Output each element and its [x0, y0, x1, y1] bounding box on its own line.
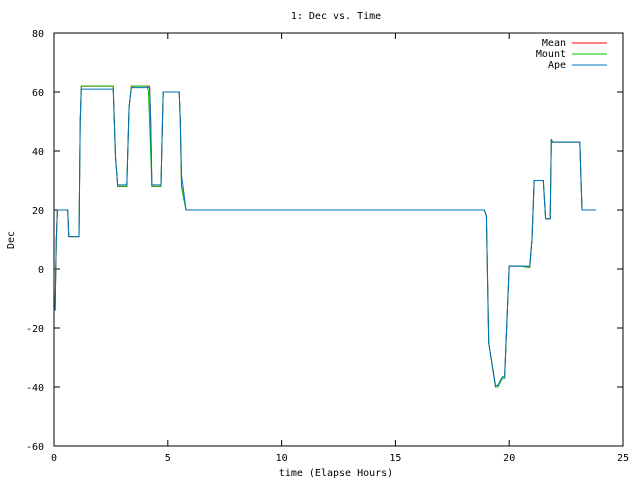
y-tick-label: 80	[32, 29, 44, 40]
plot-axes	[53, 32, 624, 447]
legend-label-mount: Mount	[536, 49, 566, 60]
x-tick-label: 25	[617, 453, 629, 464]
tick-labels: 0 5 10 15 20 25 -60 -40 -20 0 20 40 60 80	[26, 29, 629, 464]
series-lines	[54, 85, 596, 388]
x-tick-label: 0	[51, 453, 57, 464]
y-tick-label: 60	[32, 88, 44, 99]
legend-label-mean: Mean	[542, 38, 566, 49]
x-axis-label: time (Elapse Hours)	[279, 468, 393, 479]
series-line-mean	[54, 85, 596, 388]
chart-title: 1: Dec vs. Time	[291, 11, 381, 22]
y-tick-label: -40	[26, 383, 44, 394]
x-tick-label: 10	[276, 453, 288, 464]
x-tick-label: 5	[165, 453, 171, 464]
y-tick-label: 40	[32, 147, 44, 158]
x-tick-label: 20	[503, 453, 515, 464]
series-line-mount	[54, 85, 596, 388]
x-tick-label: 15	[389, 453, 401, 464]
tick-marks	[53, 32, 624, 447]
y-tick-label: -60	[26, 442, 44, 453]
y-tick-label: 0	[38, 265, 44, 276]
y-tick-label: 20	[32, 206, 44, 217]
series-line-ape	[54, 87, 596, 386]
legend-label-ape: Ape	[548, 60, 566, 71]
y-tick-label: -20	[26, 324, 44, 335]
plot-frame	[53, 32, 624, 447]
y-axis-label: Dec	[6, 231, 17, 249]
